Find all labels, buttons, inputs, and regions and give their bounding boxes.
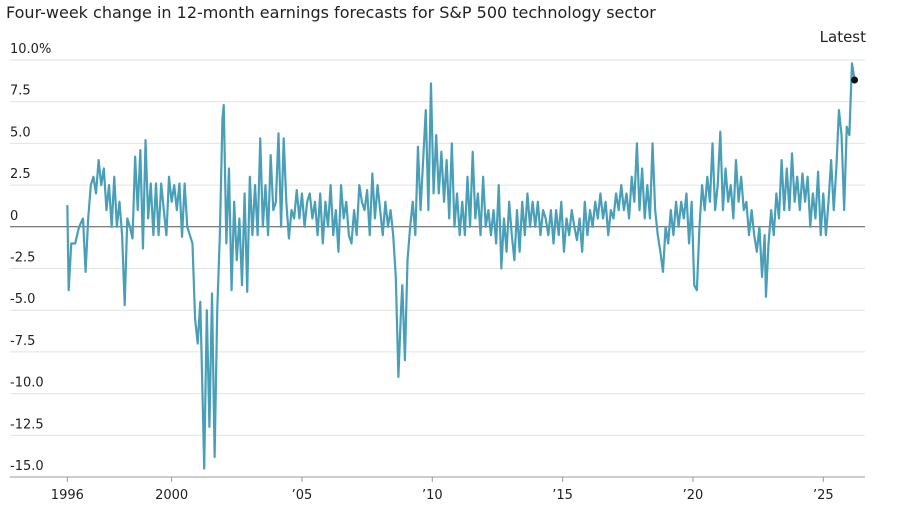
y-tick-label: -12.5 — [10, 417, 44, 432]
y-tick-label: -15.0 — [10, 459, 44, 474]
y-tick-label: -10.0 — [10, 376, 44, 391]
x-tick-label: ’05 — [292, 488, 313, 503]
y-tick-label: 5.0 — [10, 125, 31, 140]
chart-title: Four-week change in 12-month earnings fo… — [6, 3, 656, 22]
y-tick-label: -7.5 — [10, 334, 35, 349]
x-tick-label: 2000 — [155, 488, 188, 503]
x-tick-label: ’20 — [683, 488, 704, 503]
y-tick-label: 0 — [10, 209, 18, 224]
x-tick-label: 1996 — [51, 488, 84, 503]
x-tick-label: ’25 — [813, 488, 834, 503]
annotation: Latest — [820, 28, 866, 46]
y-tick-label: 7.5 — [10, 84, 31, 99]
y-tick-label: -2.5 — [10, 251, 35, 266]
x-tick-label: ’10 — [422, 488, 443, 503]
line — [66, 62, 856, 470]
y-tick-label: -5.0 — [10, 292, 35, 307]
y-tick-label: 10.0% — [10, 42, 51, 57]
latest-point — [851, 76, 859, 84]
x-tick-label: ’15 — [552, 488, 573, 503]
y-tick-label: 2.5 — [10, 167, 31, 182]
